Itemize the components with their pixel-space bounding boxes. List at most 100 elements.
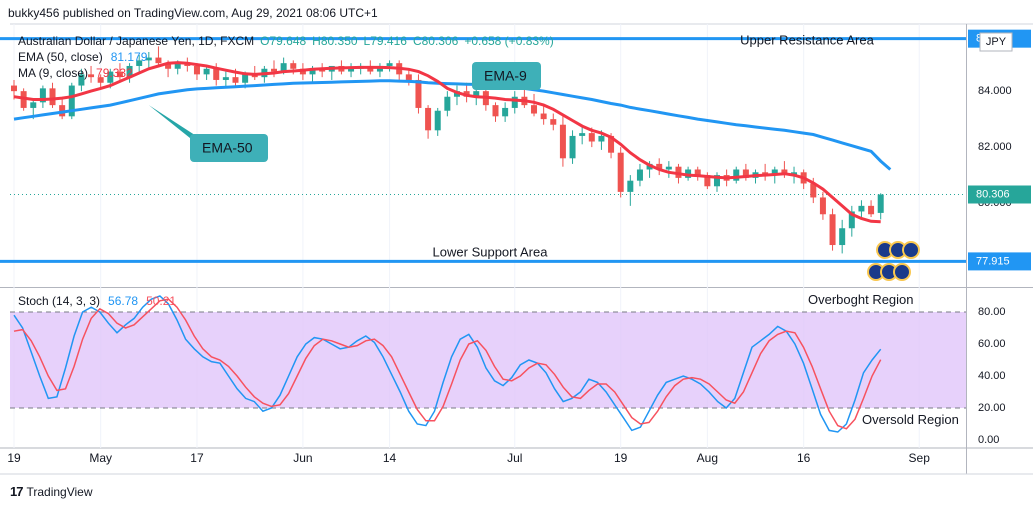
candle-body (290, 63, 297, 69)
symbol-info: O79.648 (260, 34, 306, 48)
candle-body (348, 68, 355, 72)
stoch-legend-value: 56.78 (108, 294, 138, 308)
stoch-axis-tick: 60.00 (978, 338, 1006, 350)
candle-body (742, 169, 749, 178)
candle-body (588, 133, 595, 142)
stoch-title: Stoch (14, 3, 3) (18, 294, 100, 308)
time-axis-tick: 17 (190, 451, 204, 465)
stoch-legend-value: 50.21 (146, 294, 176, 308)
tradingview-logo-icon: 17 (10, 484, 24, 499)
candle-body (213, 68, 220, 80)
time-axis-tick: 16 (797, 451, 811, 465)
candle-body (531, 105, 538, 114)
stoch-axis-tick: 80.00 (978, 306, 1006, 318)
candle-body (386, 63, 393, 66)
candle-body (30, 102, 37, 108)
price-label-box (968, 185, 1031, 204)
ma-legend-label: EMA (50, close) (18, 50, 103, 64)
candle-body (415, 79, 422, 108)
candle-body (271, 68, 278, 72)
candle-body (193, 65, 200, 75)
candle-body (771, 169, 778, 176)
upper-resistance-label: Upper Resistance Area (740, 32, 874, 47)
ema9-callout-label: EMA-9 (484, 68, 527, 84)
candle-body (232, 77, 239, 83)
ma-legend-value: 81.179 (111, 50, 148, 64)
candle-body (579, 133, 586, 136)
candle-body (309, 68, 316, 75)
stoch-axis-tick: 20.00 (978, 402, 1006, 414)
oversold-label: Oversold Region (862, 412, 959, 427)
publisher-header: bukky456 published on TradingView.com, A… (8, 6, 378, 20)
ema50-callout-box (190, 134, 268, 162)
candle-body (502, 107, 509, 117)
candle-body (88, 74, 95, 78)
candle-body (444, 96, 451, 111)
symbol-info: +0.658 (+0.83%) (464, 34, 553, 48)
lower-support-label: Lower Support Area (433, 244, 549, 259)
candle-body (222, 77, 229, 80)
price-label: 80.306 (976, 188, 1010, 200)
price-label-box (968, 252, 1031, 271)
candle-body (97, 77, 104, 83)
candle-body (636, 169, 643, 181)
candle-body (78, 74, 85, 86)
candle-body (617, 152, 624, 192)
candle-body (405, 74, 412, 80)
candle-body (877, 194, 884, 213)
candle-body (39, 88, 46, 103)
stoch-band (10, 312, 966, 408)
ema9-callout-box (472, 62, 541, 90)
candle-body (473, 91, 480, 97)
candle-body (559, 124, 566, 159)
tradingview-brand: TradingView (26, 484, 93, 499)
symbol-info: Australian Dollar / Japanese Yen, 1D, FX… (18, 34, 254, 48)
ma-legend-value: 79.332 (96, 66, 133, 80)
time-axis-tick: 19 (614, 451, 628, 465)
candle-body (569, 135, 576, 159)
price-axis-tick: 84.000 (978, 85, 1012, 97)
candle-body (848, 211, 855, 229)
price-label: 77.915 (976, 255, 1010, 267)
candle-body (511, 96, 518, 108)
symbol-info: H80.350 (312, 34, 358, 48)
currency-label: JPY (986, 36, 1007, 48)
candle-body (155, 57, 162, 64)
time-axis-tick: Aug (697, 451, 718, 465)
overbought-label: Overboght Region (808, 292, 914, 307)
ema50-line (13, 79, 892, 171)
stoch-k-line (13, 295, 882, 433)
stoch-axis-tick: 0.00 (978, 434, 999, 446)
candle-body (126, 65, 133, 78)
candle-body (656, 163, 663, 170)
candle-body (107, 71, 114, 83)
stoch-axis-tick: 40.00 (978, 370, 1006, 382)
candle-body (492, 105, 499, 117)
candle-body (733, 169, 740, 181)
candle-body (868, 205, 875, 215)
candle-body (425, 107, 432, 131)
candle-body (829, 214, 836, 246)
candle-body (627, 180, 634, 192)
candle-body (434, 110, 441, 131)
candle-body (704, 175, 711, 187)
stoch-d-line (13, 298, 882, 430)
candle-body (242, 74, 249, 83)
symbol-info: C80.306 (413, 34, 459, 48)
symbol-info: L79.416 (364, 34, 408, 48)
time-axis-tick: 19 (7, 451, 21, 465)
candle-body (174, 63, 181, 69)
time-axis-tick: Jun (293, 451, 312, 465)
time-axis-tick: May (89, 451, 112, 465)
candle-body (665, 166, 672, 170)
candle-body (68, 85, 75, 117)
tradingview-footer[interactable]: 17 TradingView (10, 484, 93, 499)
candle-body (858, 205, 865, 212)
currency-flag-icon (902, 241, 920, 259)
candle-body (145, 57, 152, 61)
candle-body (839, 228, 846, 246)
currency-box (979, 32, 1013, 52)
candle-body (136, 60, 143, 66)
time-axis-tick: Jul (507, 451, 522, 465)
